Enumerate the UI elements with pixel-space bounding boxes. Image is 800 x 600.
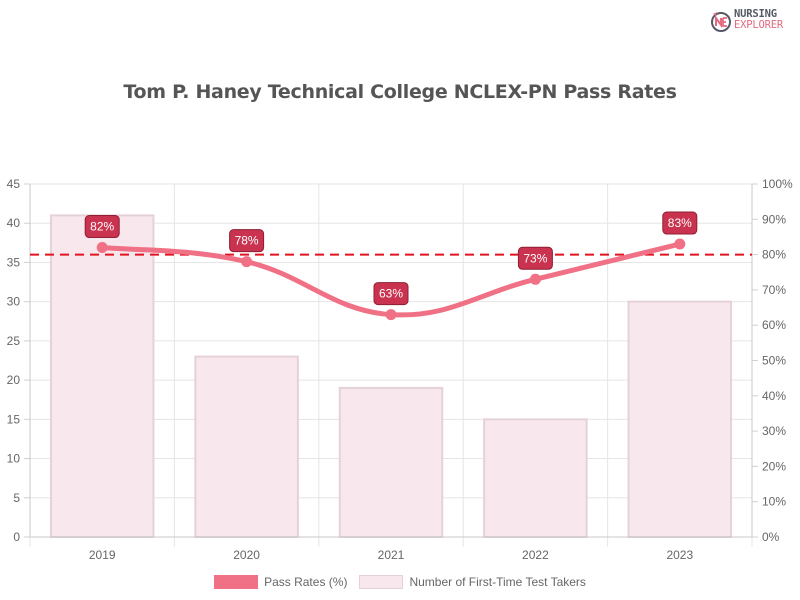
right-axis-tick-label: 30% bbox=[762, 424, 786, 438]
left-axis-tick-label: 35 bbox=[7, 255, 21, 269]
x-axis-tick-label: 2022 bbox=[522, 548, 549, 562]
pass-rate-point-2022 bbox=[529, 273, 541, 285]
bar-test-takers-2020 bbox=[194, 355, 299, 539]
left-axis-tick-label: 25 bbox=[7, 334, 21, 348]
data-label-2021: 63% bbox=[379, 287, 403, 301]
legend-swatch-line bbox=[214, 575, 259, 589]
left-axis-tick-label: 45 bbox=[7, 177, 21, 191]
brand-name-line1: NURSING bbox=[734, 8, 777, 20]
right-axis-tick-label: 10% bbox=[762, 495, 786, 509]
pass-rate-point-2023 bbox=[674, 238, 686, 250]
bar-test-takers-2023 bbox=[627, 300, 733, 538]
nursing-explorer-logo-icon bbox=[711, 12, 731, 32]
bar-test-takers-2019 bbox=[49, 214, 155, 538]
left-axis-tick-label: 0 bbox=[13, 530, 20, 544]
data-label-bg bbox=[229, 229, 265, 253]
data-label-2023: 83% bbox=[668, 216, 692, 230]
pass-rate-point-2021 bbox=[385, 309, 397, 321]
right-axis-tick-label: 50% bbox=[762, 354, 786, 368]
legend: Pass Rates (%) Number of First-Time Test… bbox=[0, 575, 800, 589]
bar-series bbox=[49, 214, 733, 539]
left-axis-tick-label: 15 bbox=[7, 412, 21, 426]
right-axis-tick-label: 20% bbox=[762, 459, 786, 473]
right-axis-tick-label: 70% bbox=[762, 283, 786, 297]
right-axis-tick-label: 90% bbox=[762, 212, 786, 226]
left-axis-tick-label: 10 bbox=[7, 452, 21, 466]
data-label-bg bbox=[84, 215, 120, 239]
brand-name-line2: EXPLORER bbox=[734, 19, 783, 31]
x-axis-tick-label: 2020 bbox=[233, 548, 260, 562]
pass-rate-point-2020 bbox=[241, 256, 253, 268]
legend-label-pass-rates: Pass Rates (%) bbox=[264, 575, 348, 589]
x-axis-tick-label: 2021 bbox=[378, 548, 405, 562]
legend-item-pass-rates[interactable]: Pass Rates (%) bbox=[214, 575, 347, 589]
data-label-2022: 73% bbox=[523, 251, 547, 265]
bar-test-takers-2021 bbox=[338, 386, 444, 539]
data-label-2020: 78% bbox=[235, 234, 259, 248]
data-label-bg bbox=[662, 211, 698, 235]
chart-title: Tom P. Haney Technical College NCLEX-PN … bbox=[123, 81, 677, 103]
left-axis-tick-label: 40 bbox=[7, 216, 21, 230]
legend-label-test-takers: Number of First-Time Test Takers bbox=[409, 575, 586, 589]
right-axis-tick-label: 0% bbox=[762, 530, 780, 544]
left-axis-tick-label: 5 bbox=[13, 491, 20, 505]
legend-swatch-bar bbox=[359, 575, 404, 589]
pass-rate-point-2019 bbox=[96, 242, 108, 254]
pass-rate-line-series bbox=[96, 238, 686, 321]
data-label-2019: 82% bbox=[90, 220, 114, 234]
left-axis-tick-label: 20 bbox=[7, 373, 21, 387]
data-label-bg bbox=[373, 282, 409, 306]
right-axis-tick-label: 100% bbox=[762, 177, 793, 191]
right-axis-tick-label: 40% bbox=[762, 389, 786, 403]
legend-item-test-takers[interactable]: Number of First-Time Test Takers bbox=[359, 575, 586, 589]
data-labels: 82% 78% 63% 73% 83% bbox=[84, 211, 698, 306]
data-label-bg bbox=[517, 246, 553, 270]
left-axis-tick-label: 30 bbox=[7, 295, 21, 309]
right-axis-tick-label: 80% bbox=[762, 248, 786, 262]
x-axis-tick-label: 2023 bbox=[666, 548, 693, 562]
bar-test-takers-2022 bbox=[483, 418, 588, 539]
right-axis-tick-label: 60% bbox=[762, 318, 786, 332]
brand-logo: NURSING EXPLORER bbox=[710, 8, 795, 34]
axes: 0 5 10 15 20 25 30 35 40 45 0% 10% 20% 30% 40% 50% 60% 70… bbox=[7, 177, 793, 562]
x-axis-tick-label: 2019 bbox=[89, 548, 116, 562]
